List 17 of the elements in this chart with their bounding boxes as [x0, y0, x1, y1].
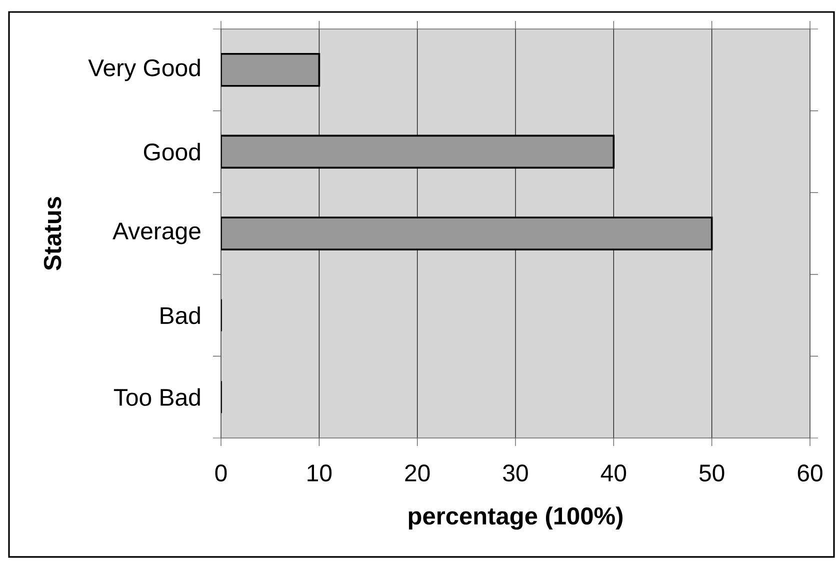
x-tick-label: 40	[600, 464, 626, 482]
y-tick-label: Bad	[160, 306, 200, 324]
y-tick-label: Good	[144, 142, 200, 161]
y-tick-label: Very Good	[88, 58, 200, 82]
y-tick-label: Too Bad	[114, 388, 200, 406]
x-tick-label: 30	[503, 464, 528, 482]
x-tick-label: 60	[798, 464, 822, 482]
bar	[221, 216, 713, 250]
x-tick-label: 10	[308, 464, 332, 482]
y-tick-label: Average	[112, 222, 200, 244]
bar	[221, 134, 615, 169]
y-axis-title: Status	[44, 197, 62, 270]
x-axis-title: percentage (100%)	[408, 506, 622, 530]
x-tick-label: 20	[405, 464, 430, 482]
x-tick-label: 0	[215, 464, 227, 482]
bar	[221, 52, 320, 87]
x-tick-label: 50	[699, 464, 724, 482]
